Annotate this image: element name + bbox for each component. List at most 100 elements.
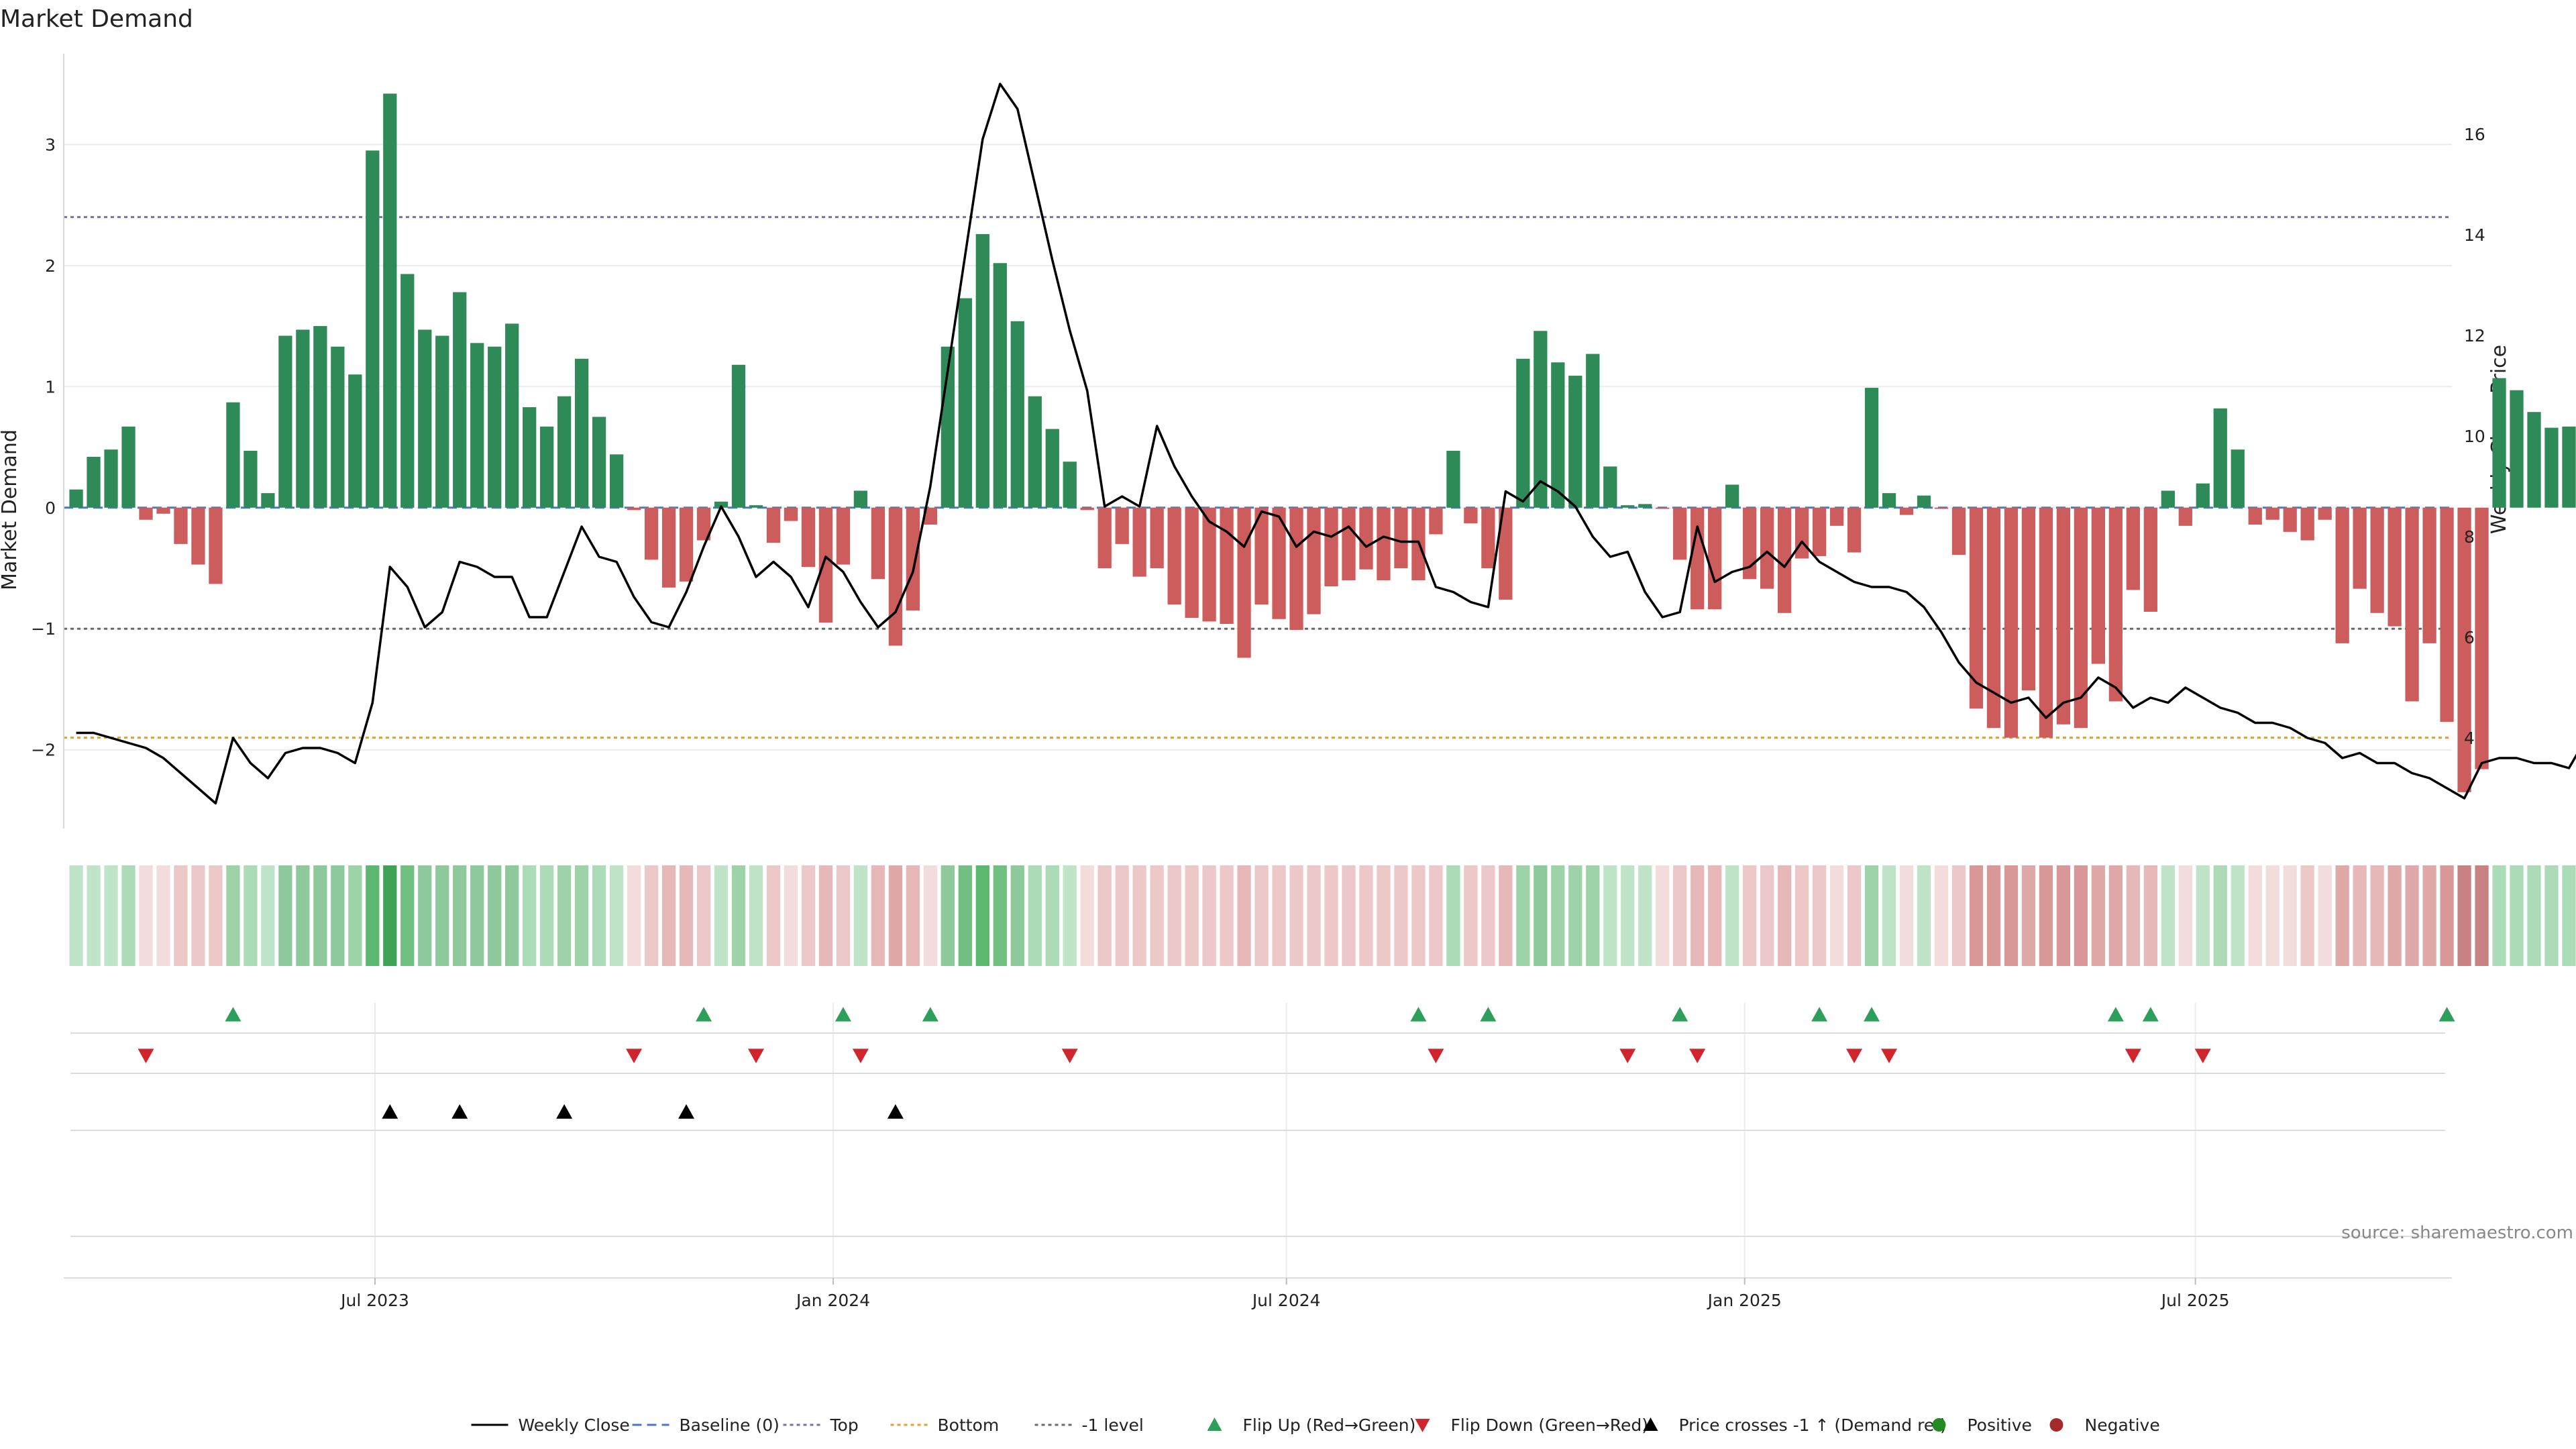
legend-label: Positive	[1968, 1415, 2032, 1435]
demand-bar	[2143, 507, 2157, 612]
strip-cell	[1847, 865, 1862, 966]
strip-cell	[2196, 865, 2210, 966]
demand-bar	[1951, 507, 1966, 555]
strip-cell	[2510, 865, 2524, 966]
demand-bar	[1534, 331, 1548, 508]
demand-bars	[69, 93, 2576, 792]
strip-cell	[1934, 865, 1949, 966]
demand-bar	[1080, 507, 1094, 511]
demand-bar	[1464, 507, 1478, 524]
demand-bar	[1777, 507, 1792, 613]
demand-bar	[1272, 507, 1286, 619]
demand-bar	[400, 274, 415, 508]
price-cross-marker	[451, 1104, 468, 1119]
x-axis-ticks: Jul 2023 Jan 2024 Jul 2024 Jan 2025 Jul 2025	[339, 1278, 2230, 1310]
demand-bar	[1551, 362, 1565, 508]
strip-cell	[2353, 865, 2367, 966]
strip-cell	[801, 865, 816, 966]
demand-bar	[609, 454, 624, 508]
chart-title: Market Demand	[0, 5, 193, 33]
demand-bar	[871, 507, 885, 580]
strip-cell	[1028, 865, 1042, 966]
legend-label: Bottom	[938, 1415, 1000, 1435]
strip-cell	[418, 865, 432, 966]
flip-up-marker	[225, 1007, 241, 1022]
flip-down-marker	[2194, 1049, 2211, 1063]
demand-bar	[2056, 507, 2071, 724]
demand-bar	[888, 507, 903, 646]
strip-cell	[836, 865, 851, 966]
y2-tick-label: 4	[2464, 729, 2475, 748]
strip-cell	[1969, 865, 1984, 966]
x-tick-label: Jul 2025	[2160, 1291, 2230, 1310]
demand-bar	[2335, 507, 2349, 643]
strip-cell	[906, 865, 920, 966]
demand-bar	[1446, 450, 1460, 508]
demand-bar	[575, 358, 589, 508]
strip-cell	[296, 865, 310, 966]
demand-bar	[505, 323, 519, 508]
strip-cell	[400, 865, 415, 966]
demand-bar	[2196, 483, 2210, 508]
price-cross-marker	[556, 1104, 573, 1119]
strip-cell	[383, 865, 397, 966]
demand-bar	[696, 507, 711, 541]
demand-bar	[540, 426, 554, 508]
demand-bar	[1394, 507, 1408, 568]
strip-cell	[1673, 865, 1687, 966]
demand-bar	[1829, 507, 1844, 526]
strip-cell	[1621, 865, 1635, 966]
strip-cell	[644, 865, 659, 966]
demand-bar	[1010, 321, 1024, 508]
strip-cell	[261, 865, 275, 966]
demand-bar	[2562, 426, 2576, 508]
strip-cell	[784, 865, 798, 966]
flip-down-marker	[1428, 1049, 1444, 1063]
legend-label: Flip Down (Green→Red)	[1451, 1415, 1649, 1435]
flip-down-marker	[852, 1049, 869, 1063]
strip-cell	[104, 865, 118, 966]
price-cross-marker	[887, 1104, 904, 1119]
price-cross-marker	[382, 1104, 398, 1119]
strip-cell	[435, 865, 449, 966]
demand-bar	[661, 507, 676, 588]
strip-cell	[1760, 865, 1774, 966]
demand-bar	[1986, 507, 2001, 729]
strip-cell	[1708, 865, 1722, 966]
strip-cell	[941, 865, 955, 966]
demand-bar	[923, 507, 937, 525]
demand-bar	[592, 417, 606, 508]
demand-bar	[278, 335, 292, 508]
flip-down-marker	[1061, 1049, 1078, 1063]
strip-cell	[278, 865, 292, 966]
strip-cell	[2457, 865, 2471, 966]
demand-bar	[244, 450, 258, 508]
strip-cell	[1812, 865, 1827, 966]
demand-bar	[1621, 505, 1635, 508]
demand-bar	[2318, 507, 2332, 520]
strip-cell	[488, 865, 502, 966]
y-tick-label: 0	[45, 498, 56, 518]
strip-cell	[2074, 865, 2088, 966]
demand-bar	[2510, 390, 2524, 508]
strip-cell	[2004, 865, 2019, 966]
strip-cell	[1342, 865, 1356, 966]
demand-bar	[1638, 504, 1652, 508]
strip-cell	[1777, 865, 1792, 966]
strip-cell	[1917, 865, 1931, 966]
demand-bar	[975, 233, 989, 508]
strip-cell	[2422, 865, 2436, 966]
grid-layer	[64, 144, 2452, 1278]
strip-cell	[2440, 865, 2454, 966]
demand-bar	[2004, 507, 2019, 738]
strip-cell	[2161, 865, 2175, 966]
strip-cell	[244, 865, 258, 966]
strip-cell	[209, 865, 223, 966]
legend-circle-icon	[2049, 1418, 2063, 1432]
demand-bar	[174, 507, 188, 544]
strip-cell	[366, 865, 380, 966]
demand-bar	[383, 93, 397, 508]
y2-tick-label: 6	[2464, 628, 2475, 647]
strip-cell	[1951, 865, 1966, 966]
